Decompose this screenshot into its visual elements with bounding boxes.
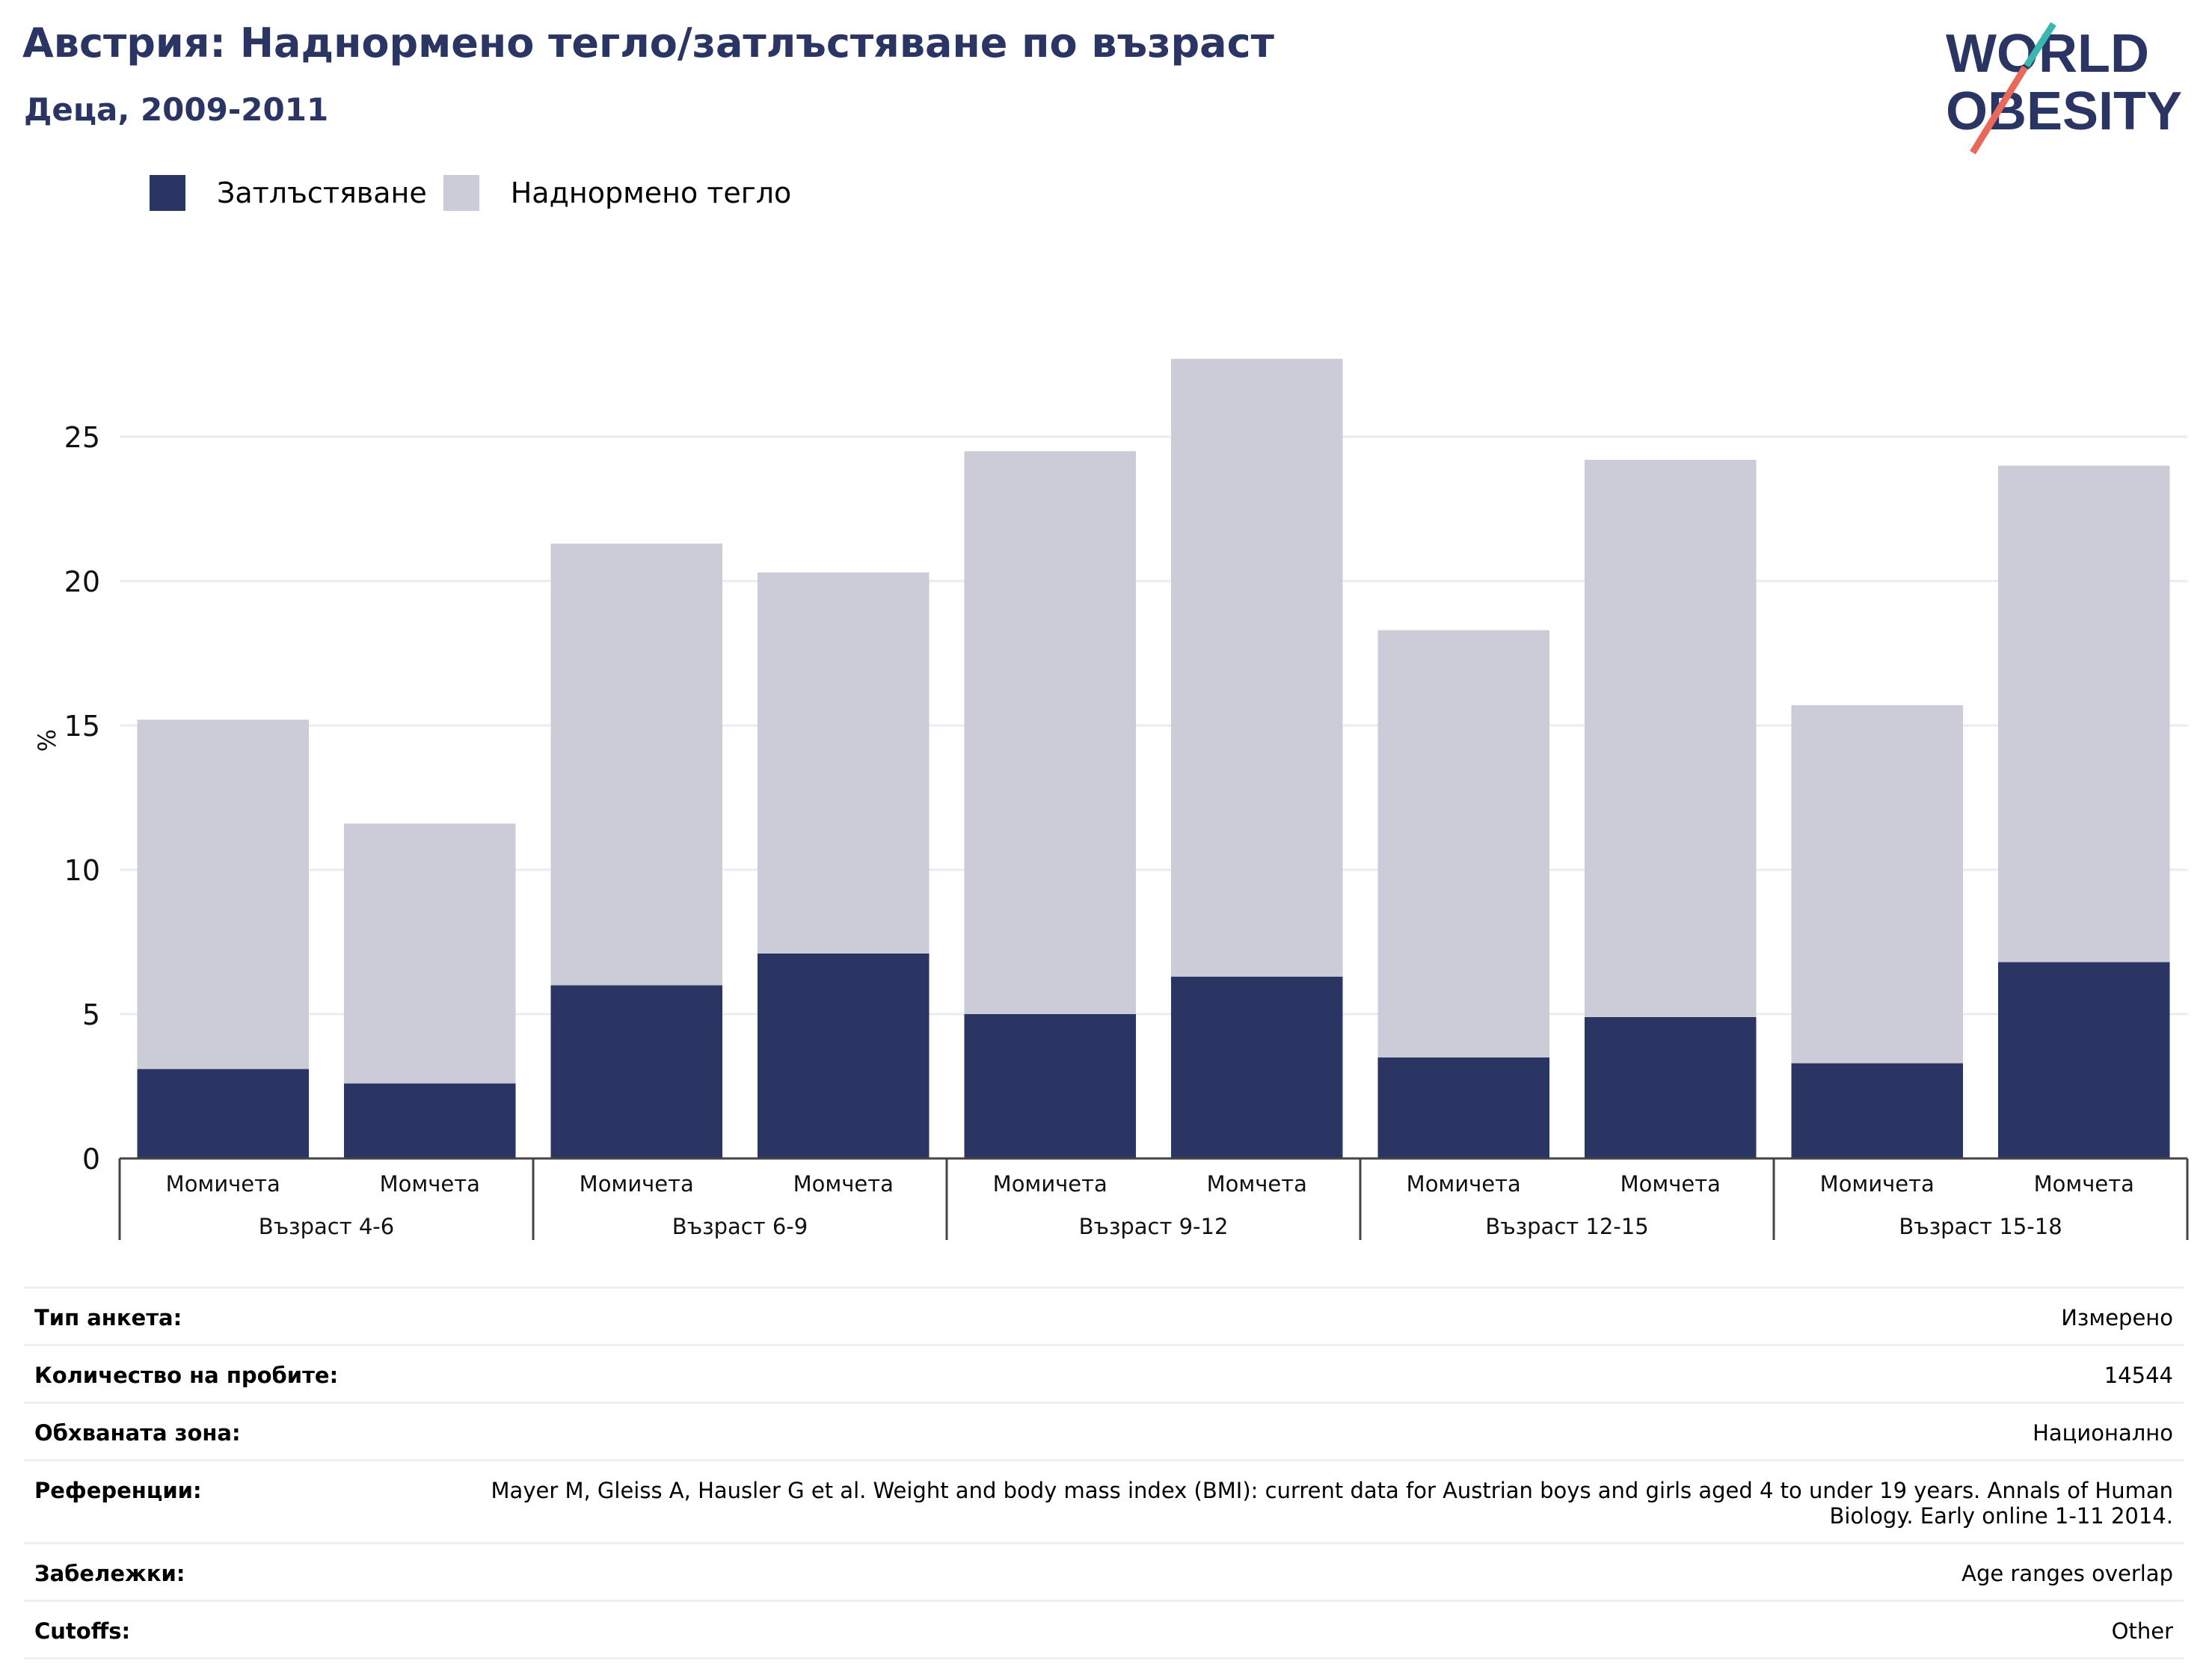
legend-swatch-obesity xyxy=(150,175,185,211)
x-tick-label: Момчета xyxy=(380,1171,480,1197)
bar-obesity xyxy=(1998,962,2170,1158)
group-label: Възраст 9-12 xyxy=(1079,1214,1229,1239)
info-row-references: Референции: Mayer M, Gleiss A, Hausler G… xyxy=(24,1459,2184,1542)
info-value: Mayer M, Gleiss A, Hausler G et al. Weig… xyxy=(491,1478,2173,1529)
x-tick-label: Момичета xyxy=(993,1171,1107,1197)
info-label: Забележки: xyxy=(34,1561,185,1586)
info-value: Национално xyxy=(2033,1420,2173,1446)
info-value: Other xyxy=(2111,1618,2173,1644)
info-row-survey-type: Тип анкета: Измерено xyxy=(24,1286,2184,1344)
bar-obesity xyxy=(1791,1063,1963,1158)
info-row-sample-size: Количество на пробите: 14544 xyxy=(24,1344,2184,1402)
group-label: Възраст 15-18 xyxy=(1899,1214,2062,1239)
y-tick-label: 15 xyxy=(64,710,100,743)
legend-swatch-overweight xyxy=(443,175,479,211)
info-value: 14544 xyxy=(2104,1363,2173,1388)
bar-obesity xyxy=(758,953,930,1158)
x-tick-label: Момичета xyxy=(580,1171,694,1197)
x-tick-label: Момичета xyxy=(1407,1171,1521,1197)
logo-slash-coral xyxy=(1970,65,2028,155)
group-label: Възраст 6-9 xyxy=(672,1214,808,1239)
bar-overweight xyxy=(758,572,930,954)
world-obesity-logo: WORLD OBESITY xyxy=(1946,22,2182,155)
chart-subtitle: Деца, 2009-2011 xyxy=(24,91,329,128)
bar-obesity xyxy=(1171,976,1343,1158)
chart-legend: Затлъстяване Наднормено тегло xyxy=(150,171,808,215)
group-label: Възраст 4-6 xyxy=(259,1214,394,1239)
y-axis-label: % xyxy=(33,729,61,752)
y-tick-label: 20 xyxy=(64,565,100,598)
bar-overweight xyxy=(1171,358,1343,977)
bar-overweight xyxy=(964,451,1136,1014)
bar-obesity xyxy=(1377,1057,1549,1158)
info-row-notes: Забележки: Age ranges overlap xyxy=(24,1542,2184,1600)
bar-overweight xyxy=(1377,630,1549,1057)
bar-obesity xyxy=(137,1069,309,1158)
legend-item-obesity: Затлъстяване xyxy=(150,175,427,211)
x-tick-label: Момчета xyxy=(1207,1171,1307,1197)
info-value: Age ranges overlap xyxy=(1961,1561,2173,1586)
bar-overweight xyxy=(1585,459,1757,1017)
y-tick-label: 25 xyxy=(64,421,100,454)
info-label: Cutoffs: xyxy=(34,1618,131,1644)
x-tick-label: Момичета xyxy=(1820,1171,1935,1197)
bar-overweight xyxy=(137,719,309,1069)
bar-obesity xyxy=(550,985,722,1158)
info-row-cutoffs: Cutoffs: Other xyxy=(24,1600,2184,1660)
info-label: Тип анкета: xyxy=(34,1305,182,1330)
bar-overweight xyxy=(344,823,516,1084)
x-tick-label: Момчета xyxy=(793,1171,894,1197)
y-tick-label: 5 xyxy=(82,998,100,1031)
info-label: Количество на пробите: xyxy=(34,1363,339,1388)
x-tick-label: Момичета xyxy=(166,1171,280,1197)
legend-label-obesity: Затлъстяване xyxy=(217,176,427,209)
y-tick-label: 10 xyxy=(64,854,100,887)
x-tick-label: Момчета xyxy=(1620,1171,1721,1197)
bar-overweight xyxy=(1998,465,2170,963)
bar-overweight xyxy=(550,543,722,986)
group-label: Възраст 12-15 xyxy=(1485,1214,1648,1239)
logo-slash-teal xyxy=(2024,22,2056,68)
info-label: Обхваната зона: xyxy=(34,1420,241,1446)
x-tick-label: Момчета xyxy=(2034,1171,2134,1197)
info-row-area-covered: Обхваната зона: Национално xyxy=(24,1402,2184,1459)
bar-obesity xyxy=(964,1014,1136,1158)
survey-info-table: Тип анкета: Измерено Количество на проби… xyxy=(24,1286,2184,1660)
chart-title: Австрия: Наднормено тегло/затлъстяване п… xyxy=(22,19,1274,67)
y-tick-label: 0 xyxy=(82,1143,100,1176)
legend-label-overweight: Наднормено тегло xyxy=(510,176,792,209)
info-label: Референции: xyxy=(34,1478,202,1503)
bar-obesity xyxy=(1585,1016,1757,1158)
bar-overweight xyxy=(1791,704,1963,1063)
info-value: Измерено xyxy=(2061,1305,2173,1330)
bar-obesity xyxy=(344,1083,516,1158)
stacked-bar-chart: 0 5 10 15 20 25% Момичета Момчета Момичета Момчет… xyxy=(33,358,2189,1240)
legend-item-overweight: Наднормено тегло xyxy=(443,175,792,211)
